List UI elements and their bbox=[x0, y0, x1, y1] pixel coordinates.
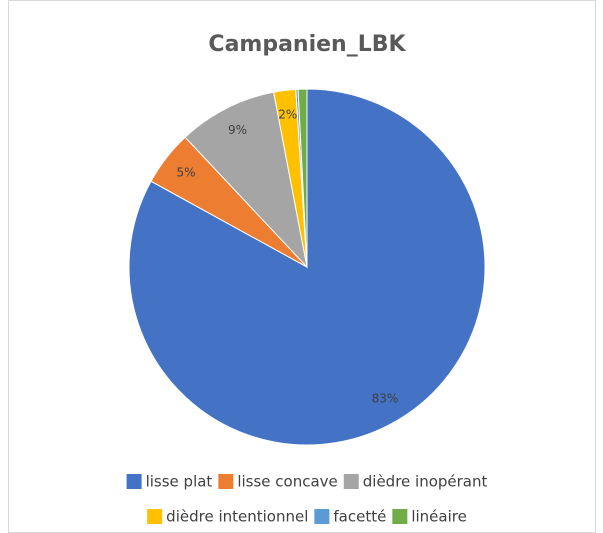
pie-slice bbox=[297, 88, 308, 268]
chart-title: Campanien_LBK bbox=[208, 32, 406, 57]
legend-swatch bbox=[218, 474, 234, 489]
legend-label: dièdre inopérant bbox=[363, 473, 488, 491]
data-label: 83% bbox=[372, 391, 399, 405]
legend-label: linéaire bbox=[411, 508, 467, 526]
legend-swatch bbox=[343, 474, 359, 489]
legend-label: lisse plat bbox=[146, 473, 213, 491]
legend-label: lisse concave bbox=[237, 473, 337, 491]
legend-label: dièdre intentionnel bbox=[166, 508, 308, 526]
pie-slice bbox=[184, 91, 308, 269]
data-label: 5% bbox=[177, 166, 196, 180]
legend-swatch bbox=[314, 509, 330, 524]
data-label: 2% bbox=[278, 108, 297, 122]
legend-swatch bbox=[147, 509, 163, 524]
legend-swatch bbox=[126, 474, 142, 489]
pie-slice bbox=[128, 88, 486, 446]
legend-swatch bbox=[392, 509, 408, 524]
data-label: 9% bbox=[228, 123, 247, 137]
legend-label: facetté bbox=[333, 508, 386, 526]
